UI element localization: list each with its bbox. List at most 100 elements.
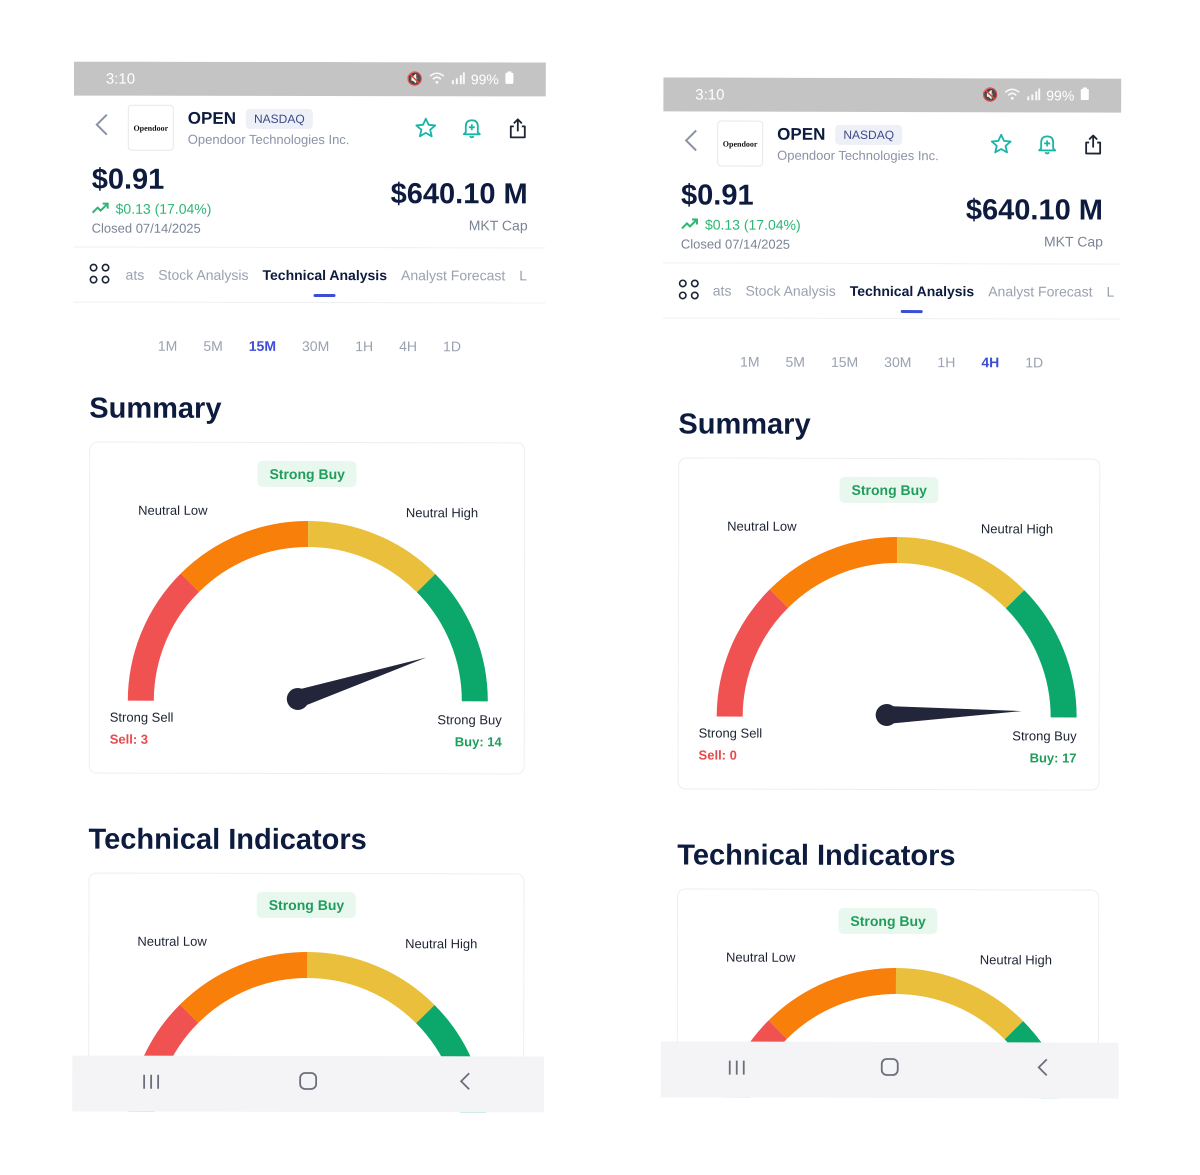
timeframe-5m[interactable]: 5M [785, 353, 805, 370]
signal-icon [451, 71, 465, 87]
battery-percent: 99% [470, 71, 499, 88]
summary-signal-badge: Strong Buy [839, 476, 940, 504]
tab-list: ats Stock Analysis Technical Analysis Analy… [126, 267, 542, 284]
timeframe-1h[interactable]: 1H [937, 354, 956, 371]
summary-signal-badge: Strong Buy [257, 460, 357, 488]
home-icon[interactable] [288, 1071, 328, 1097]
stock-price: $0.91 [91, 163, 165, 196]
tab-stock-analysis[interactable]: Stock Analysis [745, 282, 836, 299]
timeframe-1m[interactable]: 1M [740, 353, 760, 370]
back-icon[interactable] [90, 112, 114, 143]
gauge-needle-hub [286, 687, 309, 710]
back-icon[interactable] [679, 128, 703, 159]
status-bar: 3:10 🔇 99% [73, 61, 546, 97]
gauge-segment-neutral-low [769, 537, 898, 609]
tab-l[interactable]: L [519, 267, 528, 284]
gauge-segment-neutral-high [896, 537, 1025, 609]
price-change-value: $0.13 (17.04%) [704, 216, 801, 233]
summary-gauge-card: Strong Buy Neutral Low Neutral High Stro… [88, 441, 526, 775]
timeframe-15m[interactable]: 15M [248, 337, 277, 354]
exchange-badge: NASDAQ [245, 108, 313, 130]
gauge-segment-neutral-high [307, 520, 436, 593]
strong-buy-label: Strong Buy [1012, 728, 1077, 744]
recent-apps-icon[interactable] [131, 1071, 171, 1097]
strong-sell-label: Strong Sell [698, 725, 763, 741]
star-icon[interactable] [989, 132, 1013, 156]
battery-icon [1080, 87, 1089, 103]
company-name: Opendoor Technologies Inc. [187, 131, 350, 148]
ticker-symbol: OPEN [777, 124, 826, 144]
recent-apps-icon[interactable] [717, 1057, 757, 1083]
add-alert-bell-icon[interactable] [460, 116, 484, 140]
sell-count: Sell: 3 [109, 731, 149, 747]
mute-icon: 🔇 [982, 87, 999, 103]
summary-gauge [127, 520, 488, 710]
status-icons: 🔇 99% [982, 87, 1089, 103]
timeframe-4h[interactable]: 4H [981, 354, 1000, 371]
timeframe-5m[interactable]: 5M [203, 337, 223, 354]
star-icon[interactable] [414, 116, 438, 140]
analysis-tabs: ats Stock Analysis Technical Analysis Analy… [662, 263, 1121, 320]
timeframe-4h[interactable]: 4H [399, 338, 418, 355]
timeframe-1m[interactable]: 1M [157, 337, 178, 354]
mute-icon: 🔇 [406, 71, 423, 87]
buy-count: Buy: 17 [1029, 750, 1077, 766]
grid-menu-icon[interactable] [677, 277, 701, 303]
price-change-value: $0.13 (17.04%) [115, 200, 212, 217]
share-icon[interactable] [506, 116, 530, 140]
strong-sell-label: Strong Sell [109, 709, 174, 725]
ticker-info: OPEN NASDAQ Opendoor Technologies Inc. [777, 125, 989, 164]
price-change: $0.13 (17.04%) [91, 200, 212, 217]
tab-stock-analysis[interactable]: Stock Analysis [158, 266, 249, 283]
gauge-segment-neutral-low [179, 951, 308, 1024]
buy-count: Buy: 14 [454, 734, 502, 750]
battery-percent: 99% [1046, 87, 1075, 104]
add-alert-bell-icon[interactable] [1035, 132, 1059, 156]
gauge-segment-neutral-high [307, 951, 435, 1024]
summary-title: Summary [678, 408, 811, 441]
ti-signal-badge: Strong Buy [838, 907, 938, 935]
company-name: Opendoor Technologies Inc. [777, 147, 939, 164]
tab-technical-analysis[interactable]: Technical Analysis [262, 266, 388, 284]
status-time: 3:10 [695, 85, 725, 104]
timeframe-1d[interactable]: 1D [1025, 354, 1044, 371]
exchange-badge: NASDAQ [835, 124, 903, 146]
tab-technical-analysis[interactable]: Technical Analysis [849, 282, 975, 300]
technical-indicators-title: Technical Indicators [88, 823, 367, 857]
tab-l[interactable]: L [1106, 283, 1115, 300]
gauge-segment-strong-buy [416, 573, 488, 702]
ticker-symbol: OPEN [187, 108, 237, 128]
tab-ats[interactable]: ats [712, 282, 732, 299]
timeframe-1d[interactable]: 1D [443, 338, 461, 355]
status-time: 3:10 [105, 70, 136, 88]
gauge-needle [886, 705, 1022, 724]
timeframe-1h[interactable]: 1H [355, 338, 374, 355]
home-icon[interactable] [870, 1057, 910, 1083]
phone-screen-left: 3:10 🔇 99% Opendoor OPEN NASDAQ Opendoo [72, 61, 546, 1113]
status-bar: 3:10 🔇 99% [663, 77, 1122, 113]
market-cap-value: $640.10 M [390, 178, 528, 211]
tab-analyst-forecast[interactable]: Analyst Forecast [988, 283, 1093, 300]
timeframe-15m[interactable]: 15M [830, 353, 859, 370]
battery-icon [505, 71, 514, 87]
tab-ats[interactable]: ats [125, 266, 145, 283]
tab-analyst-forecast[interactable]: Analyst Forecast [400, 267, 506, 284]
gauge-segment-strong-sell [716, 589, 789, 717]
gauge-segment-neutral-high [895, 968, 1024, 1040]
timeframe-30m[interactable]: 30M [884, 353, 912, 371]
nav-back-icon[interactable] [445, 1071, 485, 1097]
price-change: $0.13 (17.04%) [681, 216, 801, 233]
summary-gauge [716, 537, 1077, 726]
timeframe-30m[interactable]: 30M [302, 337, 330, 355]
company-logo: Opendoor [717, 120, 764, 167]
share-icon[interactable] [1081, 132, 1105, 156]
stock-header: Opendoor OPEN NASDAQ Opendoor Technologi… [74, 96, 546, 153]
header-actions [414, 116, 530, 140]
grid-menu-icon[interactable] [88, 262, 114, 288]
signal-icon [1026, 87, 1041, 103]
technical-indicators-gauge-card: Strong Buy Neutral Low Neutral High [88, 872, 525, 1113]
header-actions [989, 132, 1105, 156]
android-nav-bar [660, 1041, 1119, 1099]
nav-back-icon[interactable] [1022, 1057, 1062, 1083]
market-cap-label: MKT Cap [1044, 233, 1103, 250]
